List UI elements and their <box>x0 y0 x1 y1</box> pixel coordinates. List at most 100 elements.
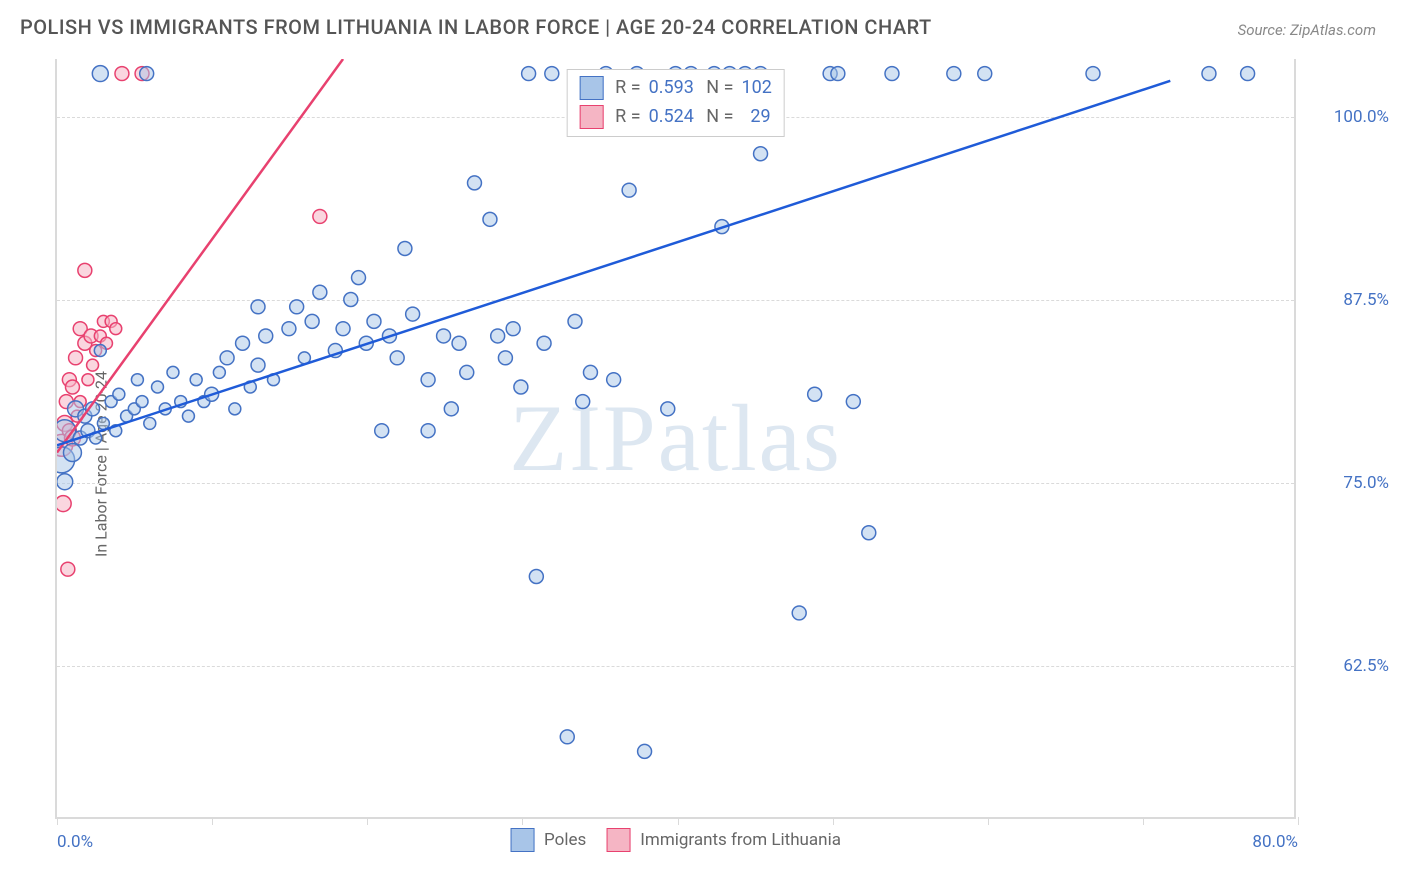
scatter-point <box>113 388 125 400</box>
scatter-point <box>136 396 148 408</box>
legend-bottom-label-poles: Poles <box>544 830 586 850</box>
scatter-point <box>1202 67 1216 81</box>
scatter-point <box>65 380 79 394</box>
swatch-poles <box>579 76 603 100</box>
scatter-point <box>63 444 81 462</box>
legend-bottom-item-poles: Poles <box>510 828 586 852</box>
legend-n-text: N = <box>702 103 743 132</box>
scatter-point <box>460 365 474 379</box>
scatter-point <box>514 380 528 394</box>
scatter-point <box>638 744 652 758</box>
scatter-point <box>94 345 106 357</box>
chart-title: POLISH VS IMMIGRANTS FROM LITHUANIA IN L… <box>20 15 932 39</box>
scatter-point <box>236 336 250 350</box>
legend-n-value-lithuania: 29 <box>750 103 770 132</box>
scatter-point <box>313 209 327 223</box>
scatter-point <box>390 351 404 365</box>
scatter-point <box>831 67 845 81</box>
legend-r-row-lithuania: R = 0.524 N = 29 <box>579 103 772 132</box>
scatter-point <box>421 373 435 387</box>
scatter-point <box>529 569 543 583</box>
chart-source: Source: ZipAtlas.com <box>1238 21 1376 39</box>
scatter-point <box>220 351 234 365</box>
scatter-point <box>846 395 860 409</box>
scatter-point <box>522 67 536 81</box>
scatter-point <box>483 212 497 226</box>
scatter-point <box>152 381 164 393</box>
swatch-bottom-lithuania <box>606 828 630 852</box>
scatter-point <box>251 300 265 314</box>
scatter-point <box>576 395 590 409</box>
y-tick-label: 75.0% <box>1304 473 1389 493</box>
legend-bottom: Poles Immigrants from Lithuania <box>510 828 841 852</box>
scatter-point <box>313 285 327 299</box>
scatter-point <box>491 329 505 343</box>
scatter-point <box>885 67 899 81</box>
scatter-point <box>336 322 350 336</box>
x-tick <box>57 817 58 825</box>
x-tick <box>1143 817 1144 825</box>
scatter-point <box>352 271 366 285</box>
scatter-point <box>251 358 265 372</box>
scatter-point <box>190 374 202 386</box>
scatter-point <box>229 403 241 415</box>
x-tick <box>367 817 368 825</box>
scatter-point <box>1086 67 1100 81</box>
legend-bottom-item-lithuania: Immigrants from Lithuania <box>606 828 841 852</box>
scatter-point <box>344 293 358 307</box>
trend-line <box>57 59 343 453</box>
scatter-point <box>305 314 319 328</box>
scatter-point <box>506 322 520 336</box>
scatter-point <box>167 366 179 378</box>
x-tick <box>1298 817 1299 825</box>
legend-r-value-poles: 0.593 <box>649 74 694 103</box>
scatter-point <box>57 474 73 490</box>
scatter-point <box>545 67 559 81</box>
scatter-point <box>607 373 621 387</box>
scatter-point <box>115 67 129 81</box>
x-tick <box>212 817 213 825</box>
scatter-point <box>87 359 99 371</box>
legend-r-text: R = <box>615 103 640 132</box>
swatch-lithuania <box>579 105 603 129</box>
scatter-point <box>78 263 92 277</box>
scatter-point <box>1241 67 1255 81</box>
scatter-point <box>110 323 122 335</box>
scatter-point <box>452 336 466 350</box>
x-tick <box>678 817 679 825</box>
plot-area: ZIPatlas R = 0.593 N = 102 R = 0.524 N =… <box>55 59 1296 819</box>
plot-svg <box>57 59 1294 817</box>
scatter-point <box>661 402 675 416</box>
x-tick-label: 0.0% <box>57 832 93 852</box>
scatter-point <box>437 329 451 343</box>
scatter-point <box>131 374 143 386</box>
legend-r-row-poles: R = 0.593 N = 102 <box>579 74 772 103</box>
scatter-point <box>290 300 304 314</box>
scatter-point <box>92 66 108 82</box>
legend-r-value-lithuania: 0.524 <box>649 103 694 132</box>
scatter-point <box>375 424 389 438</box>
scatter-point <box>622 183 636 197</box>
chart-container: In Labor Force | Age 20-24 ZIPatlas R = … <box>0 49 1406 879</box>
scatter-point <box>144 417 156 429</box>
scatter-point <box>406 307 420 321</box>
y-tick-label: 62.5% <box>1304 656 1389 676</box>
scatter-point <box>398 242 412 256</box>
scatter-point <box>61 562 75 576</box>
y-tick-label: 100.0% <box>1304 107 1389 127</box>
x-tick <box>833 817 834 825</box>
legend-n-text: N = <box>702 74 734 103</box>
x-tick-label: 80.0% <box>1252 832 1298 852</box>
scatter-point <box>808 387 822 401</box>
y-tick-label: 87.5% <box>1304 290 1389 310</box>
scatter-point <box>259 329 273 343</box>
scatter-point <box>947 67 961 81</box>
swatch-bottom-poles <box>510 828 534 852</box>
scatter-point <box>282 322 296 336</box>
legend-r-text: R = <box>615 74 640 103</box>
scatter-point <box>498 351 512 365</box>
scatter-point <box>57 496 71 512</box>
scatter-point <box>140 67 154 81</box>
scatter-point <box>560 730 574 744</box>
x-tick <box>988 817 989 825</box>
